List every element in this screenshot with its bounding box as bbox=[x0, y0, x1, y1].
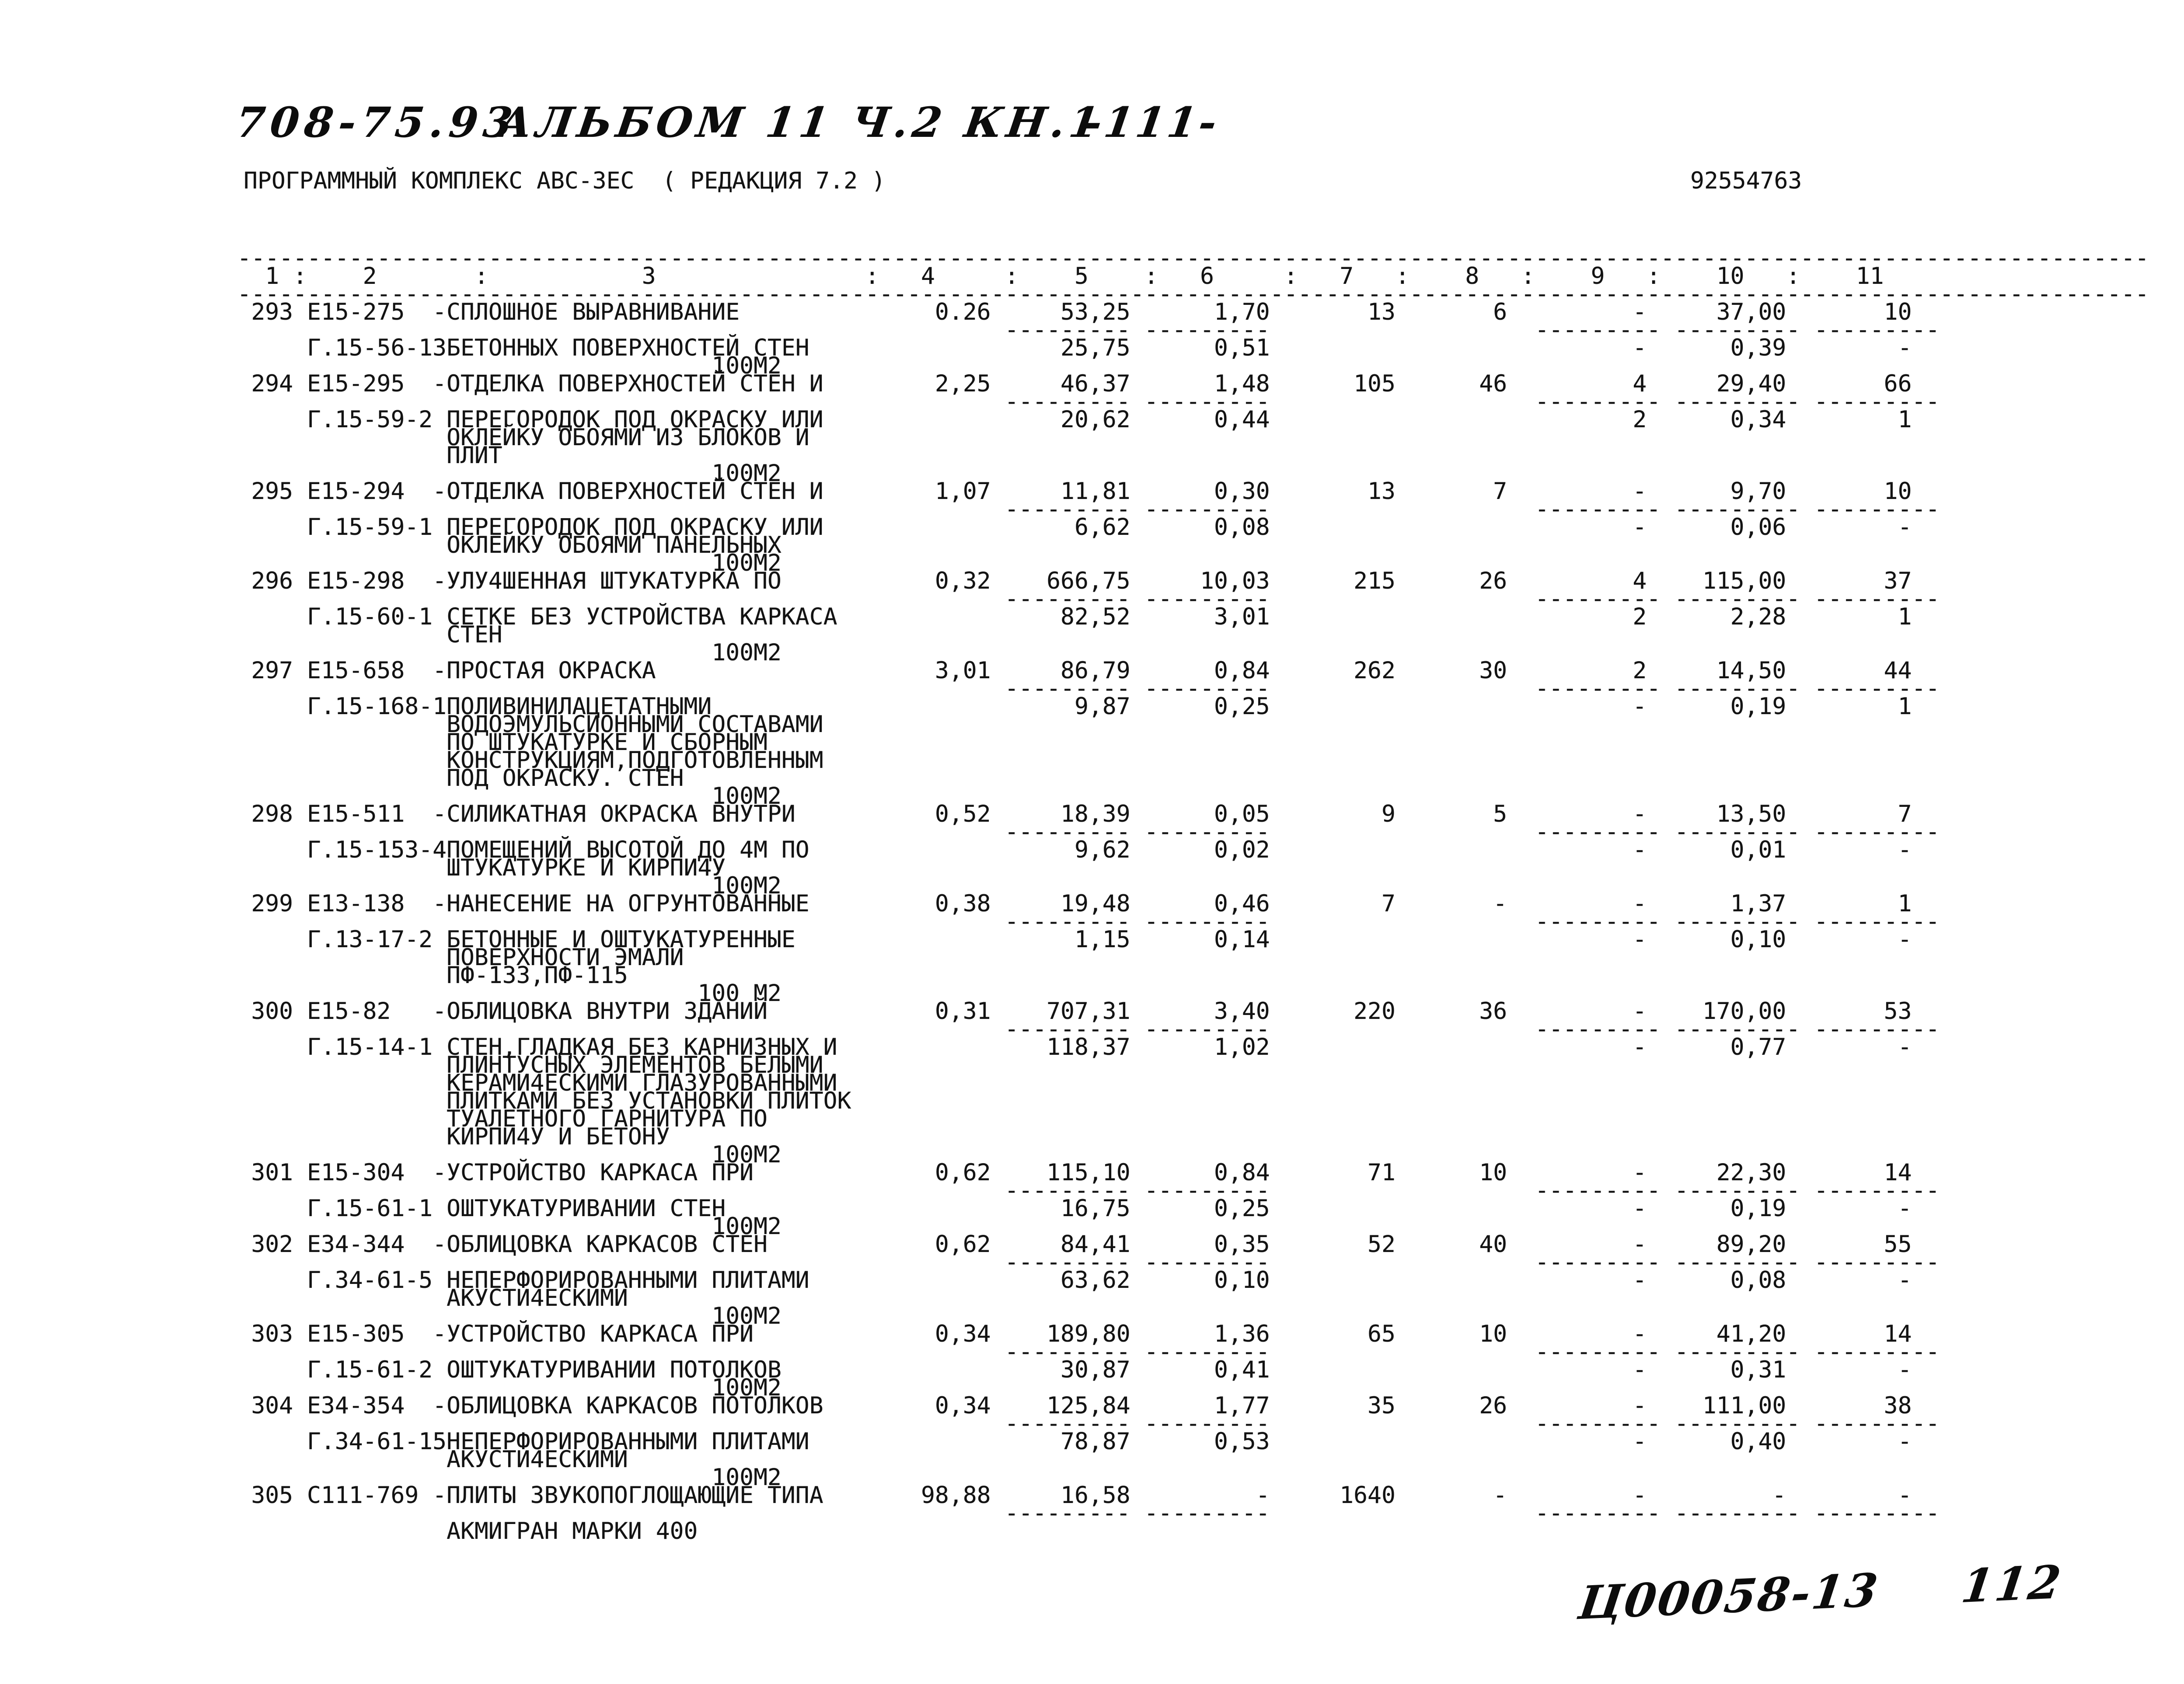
row-main-line: 296 Е15-298 -УЛУ4ШЕННАЯ ШТУКАТУРКА ПО 0,… bbox=[0, 568, 1912, 594]
row-sub-line: Г.15-61-1 ОШТУКАТУРИВАНИИ СТЕН 16,75 0,2… bbox=[0, 1195, 1912, 1222]
row-sub-line: Г.15-153-4ПОМЕЩЕНИЙ ВЫСОТОЙ ДО 4М ПО 9,6… bbox=[0, 837, 1912, 863]
row-separator-dashes: --------- --------- --------- --------- … bbox=[0, 819, 1940, 845]
row-unit-line: 100М2 bbox=[0, 872, 781, 899]
album-title: АЛЬБОМ 11 Ч.2 КН.1 bbox=[495, 98, 1106, 147]
row-main-line: 297 Е15-658 -ПРОСТАЯ ОКРАСКА 3,01 86,79 … bbox=[0, 657, 1912, 684]
row-separator-dashes: --------- --------- --------- --------- … bbox=[0, 496, 1940, 523]
row-main-line: 294 Е15-295 -ОТДЕЛКА ПОВЕРХНОСТЕЙ СТЕН И… bbox=[0, 370, 1912, 397]
footer-stamp-code: Ц00058-13 bbox=[1575, 1562, 1883, 1630]
row-separator-dashes: --------- --------- --------- --------- … bbox=[0, 1500, 1940, 1527]
row-desc-line: КИРПИ4У И БЕТОНУ bbox=[0, 1123, 670, 1150]
row-unit-line: 100М2 bbox=[0, 1303, 781, 1329]
row-desc-line: СТЕН bbox=[0, 621, 502, 648]
row-desc-line: ШТУКАТУРКЕ И КИРПИ4У bbox=[0, 854, 726, 881]
row-unit-line: 100М2 bbox=[0, 460, 781, 487]
row-desc-line: ПЛИТ bbox=[0, 442, 502, 469]
row-desc-line: ПЛИТКАМИ БЕЗ УСТАНОВКИ ПЛИТОК bbox=[0, 1088, 851, 1114]
row-separator-dashes: --------- --------- --------- --------- … bbox=[0, 1177, 1940, 1204]
row-sub-line: Г.15-59-2 ПЕРЕГОРОДОК ПОД ОКРАСКУ ИЛИ 20… bbox=[0, 406, 1912, 433]
row-separator-dashes: --------- --------- --------- --------- … bbox=[0, 1410, 1940, 1437]
row-desc-line: ПФ-133,ПФ-115 bbox=[0, 962, 628, 989]
doc-number: 92554763 bbox=[1690, 167, 1802, 194]
row-unit-line: 100М2 bbox=[0, 1213, 781, 1240]
row-unit-line: 100 М2 bbox=[0, 980, 781, 1007]
row-desc-line: АКУСТИ4ЕСКИМИ bbox=[0, 1285, 628, 1311]
table-top-ruler: ----------------------------------------… bbox=[0, 245, 2149, 272]
row-main-line: 302 Е34-344 -ОБЛИЦОВКА КАРКАСОВ СТЕН 0,6… bbox=[0, 1231, 1912, 1258]
document-header: 708-75.93 АЛЬБОМ 11 Ч.2 КН.1 -111- bbox=[0, 98, 2184, 151]
row-main-line: 300 Е15-82 -ОБЛИЦОВКА ВНУТРИ ЗДАНИЙ 0,31… bbox=[0, 998, 1912, 1025]
estimate-table: ----------------------------------------… bbox=[0, 245, 2149, 1545]
row-main-line: 301 Е15-304 -УСТРОЙСТВО КАРКАСА ПРИ 0,62… bbox=[0, 1159, 1912, 1186]
row-main-line: 304 Е34-354 -ОБЛИЦОВКА КАРКАСОВ ПОТОЛКОВ… bbox=[0, 1392, 1912, 1419]
page-number-handwritten: -111- bbox=[1081, 98, 1222, 147]
row-desc-line: ПО ШТУКАТУРКЕ И СБОРНЫМ bbox=[0, 729, 768, 756]
table-column-header-row: 1 : 2 : 3 : 4 : 5 : 6 : 7 : 8 : 9 : 10 :… bbox=[0, 263, 1884, 289]
row-sub-line: Г.15-61-2 ОШТУКАТУРИВАНИИ ПОТОЛКОВ 30,87… bbox=[0, 1356, 1912, 1383]
row-separator-dashes: --------- --------- --------- --------- … bbox=[0, 586, 1940, 612]
doc-code: 708-75.93 bbox=[234, 98, 520, 147]
row-sub-line: Г.15-56-13БЕТОННЫХ ПОВЕРХНОСТЕЙ СТЕН 25,… bbox=[0, 335, 1912, 361]
row-desc-line: ВОДОЭМУЛЬСИОННЫМИ СОСТАВАМИ bbox=[0, 711, 823, 738]
subtitle: ПРОГРАММНЫЙ КОМПЛЕКС АВС-ЗЕС ( РЕДАКЦИЯ … bbox=[244, 167, 886, 194]
row-separator-dashes: --------- --------- --------- --------- … bbox=[0, 388, 1940, 415]
row-separator-dashes: --------- --------- --------- --------- … bbox=[0, 317, 1940, 343]
row-main-line: 305 С111-769 -ПЛИТЫ ЗВУКОПОГЛОЩАЮЩИЕ ТИП… bbox=[0, 1482, 1912, 1509]
row-separator-dashes: --------- --------- --------- --------- … bbox=[0, 1249, 1940, 1276]
row-separator-dashes: --------- --------- --------- --------- … bbox=[0, 908, 1940, 935]
row-desc-line: АКУСТИ4ЕСКИМИ bbox=[0, 1446, 628, 1473]
row-separator-dashes: --------- --------- --------- --------- … bbox=[0, 1016, 1940, 1042]
row-sub-line: Г.15-60-1 СЕТКЕ БЕЗ УСТРОЙСТВА КАРКАСА 8… bbox=[0, 603, 1912, 630]
row-unit-line: 100М2 bbox=[0, 783, 781, 809]
row-desc-line: ОКЛЕЙКУ ОБОЯМИ ИЗ БЛОКОВ И bbox=[0, 424, 809, 451]
footer-stamp: Ц00058-13 112 bbox=[1575, 1555, 2065, 1630]
row-desc-line: КЕРАМИ4ЕСКИМИ ГЛАЗУРОВАННЫМИ bbox=[0, 1070, 837, 1096]
row-unit-line: 100М2 bbox=[0, 550, 781, 576]
row-sub-line: Г.15-59-1 ПЕРЕГОРОДОК ПОД ОКРАСКУ ИЛИ 6,… bbox=[0, 514, 1912, 540]
row-desc-line: КОНСТРУКЦИЯМ,ПОДГОТОВЛЕННЫМ bbox=[0, 747, 823, 774]
row-separator-dashes: --------- --------- --------- --------- … bbox=[0, 1339, 1940, 1365]
row-sub-line: Г.34-61-15НЕПЕРФОРИРОВАННЫМИ ПЛИТАМИ 78,… bbox=[0, 1428, 1912, 1455]
footer-page-ref: 112 bbox=[1958, 1555, 2066, 1614]
row-separator-dashes: --------- --------- --------- --------- … bbox=[0, 675, 1940, 702]
row-main-line: 293 Е15-275 -СПЛОШНОЕ ВЫРАВНИВАНИЕ 0.26 … bbox=[0, 299, 1912, 325]
row-desc-line: ОКЛЕЙКУ ОБОЯМИ ПАНЕЛЬНЫХ bbox=[0, 532, 781, 558]
row-sub-line: Г.15-168-1ПОЛИВИНИЛАЦЕТАТНЫМИ 9,87 0,25 … bbox=[0, 693, 1912, 720]
row-unit-line: 100М2 bbox=[0, 1374, 781, 1401]
row-main-line: 303 Е15-305 -УСТРОЙСТВО КАРКАСА ПРИ 0,34… bbox=[0, 1321, 1912, 1347]
row-desc-line: ПЛИНТУСНЫХ ЭЛЕМЕНТОВ БЕЛЫМИ bbox=[0, 1052, 823, 1078]
row-main-line: 298 Е15-511 -СИЛИКАТНАЯ ОКРАСКА ВНУТРИ 0… bbox=[0, 801, 1912, 827]
row-sub-line: Г.34-61-5 НЕПЕРФОРИРОВАННЫМИ ПЛИТАМИ 63,… bbox=[0, 1267, 1912, 1294]
row-unit-line: 100М2 bbox=[0, 639, 781, 666]
row-sub-line: Г.13-17-2 БЕТОННЫЕ И ОШТУКАТУРЕННЫЕ 1,15… bbox=[0, 926, 1912, 953]
row-main-line: 299 Е13-138 -НАНЕСЕНИЕ НА ОГРУНТОВАННЫЕ … bbox=[0, 890, 1912, 917]
row-main-line: 295 Е15-294 -ОТДЕЛКА ПОВЕРХНОСТЕЙ СТЕН И… bbox=[0, 478, 1912, 505]
row-sub-line: Г.15-14-1 СТЕН,ГЛАДКАЯ БЕЗ КАРНИЗНЫХ И 1… bbox=[0, 1034, 1912, 1060]
row-desc-line: ПОВЕРХНОСТИ ЭМАЛИ bbox=[0, 944, 684, 971]
row-desc-line: ТУАЛЕТНОГО ГАРНИТУРА ПО bbox=[0, 1105, 768, 1132]
row-desc-line: ПОД ОКРАСКУ. СТЕН bbox=[0, 765, 684, 791]
row-unit-line: 100М2 bbox=[0, 352, 781, 379]
row-unit-line: 100М2 bbox=[0, 1464, 781, 1491]
row-sub-line: АКМИГРАН МАРКИ 400 bbox=[0, 1518, 698, 1545]
table-header-ruler: ----------------------------------------… bbox=[0, 281, 2149, 307]
row-unit-line: 100М2 bbox=[0, 1141, 781, 1168]
